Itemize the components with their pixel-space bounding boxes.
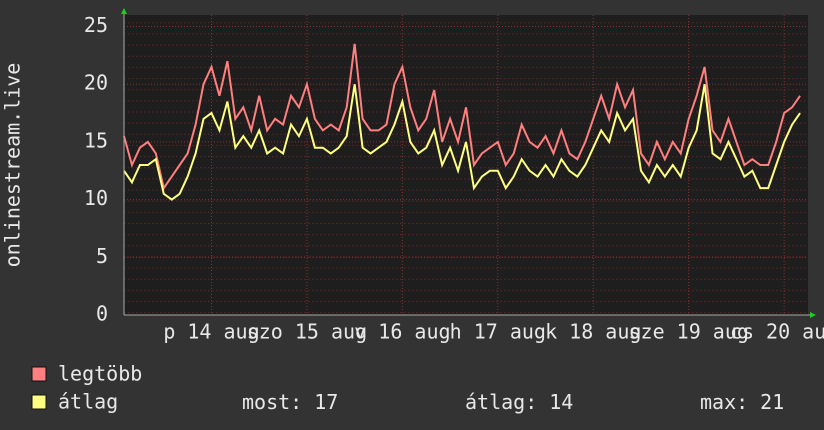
y-tick-label: 15 (84, 128, 108, 152)
y-tick-label: 0 (96, 302, 108, 326)
x-tick-label: v 16 aug (354, 320, 450, 344)
stat-label: max: (700, 390, 748, 414)
plot-layer (123, 15, 808, 316)
x-tick-label: sze 19 aug (628, 320, 748, 344)
legend-swatch (31, 366, 47, 382)
x-tick-label: k 18 aug (545, 320, 641, 344)
stat-value: 17 (314, 390, 338, 414)
stat-value: 21 (760, 390, 784, 414)
x-arrow (810, 312, 816, 318)
y-tick-label: 25 (84, 13, 108, 37)
legend-label: legtöbb (58, 362, 142, 386)
minor-grid (124, 15, 808, 315)
x-tick-label: h 17 aug (450, 320, 546, 344)
series-line (123, 84, 801, 201)
legend-stat: most: 17 (242, 390, 338, 414)
series-line (123, 43, 801, 191)
legend-swatch (31, 394, 47, 410)
stat-label: átlag: (465, 390, 537, 414)
x-tick-label: cs 20 aug (730, 320, 824, 344)
stat-label: most: (242, 390, 302, 414)
x-tick-label: szo 15 aug (247, 320, 367, 344)
x-tick-label: p 14 aug (163, 320, 259, 344)
y-axis-label: onlinestream.live (1, 63, 25, 268)
stat-value: 14 (549, 390, 573, 414)
legend-stat: átlag: 14 (465, 390, 573, 414)
y-tick-label: 5 (96, 244, 108, 268)
y-arrow (121, 8, 127, 14)
legend-stat: max: 21 (700, 390, 784, 414)
legend-label: átlag (58, 390, 118, 414)
y-tick-label: 10 (84, 186, 108, 210)
y-tick-label: 20 (84, 71, 108, 95)
